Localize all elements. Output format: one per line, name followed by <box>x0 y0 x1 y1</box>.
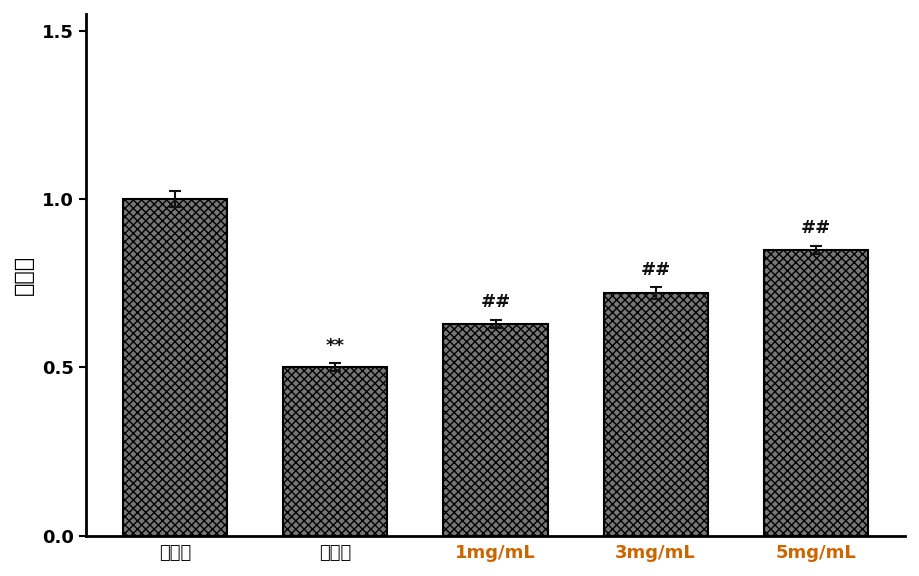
Bar <box>764 249 868 536</box>
Text: ##: ## <box>481 293 511 311</box>
Bar <box>604 293 708 536</box>
Text: ##: ## <box>641 261 671 279</box>
Text: ##: ## <box>800 219 831 237</box>
Bar <box>444 324 548 536</box>
Y-axis label: 存活率: 存活率 <box>14 255 34 295</box>
Bar <box>123 199 227 536</box>
Bar <box>283 367 388 536</box>
Text: **: ** <box>326 337 345 355</box>
